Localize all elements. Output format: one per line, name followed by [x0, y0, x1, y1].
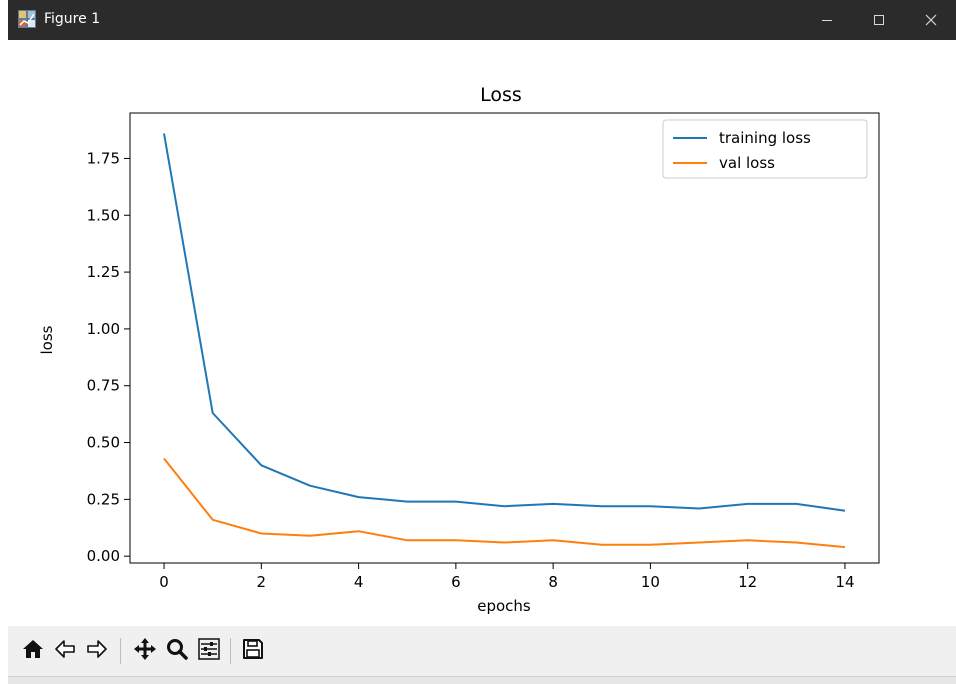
legend-label: val loss	[719, 154, 775, 172]
legend-box	[662, 119, 868, 179]
minimize-icon	[821, 14, 833, 26]
plot-lines	[163, 133, 846, 549]
forward-button[interactable]	[82, 635, 112, 667]
window-title: Figure 1	[44, 11, 101, 27]
home-icon	[21, 637, 45, 665]
x-tick-label: 12	[738, 573, 757, 591]
series-line-val-loss	[163, 457, 846, 549]
y-tick-label: 0.00	[87, 547, 120, 565]
legend-label: training loss	[719, 129, 811, 147]
pan-button[interactable]	[130, 635, 160, 667]
minimize-button[interactable]	[804, 0, 850, 40]
save-button[interactable]	[238, 635, 268, 667]
loss-chart: Loss 0.00 0.25 0.50 0.75 1.00 1.25 1.50 1.75 0 2…	[38, 84, 880, 615]
back-icon	[53, 637, 77, 665]
x-tick-label: 10	[641, 573, 660, 591]
y-tick-label: 0.75	[87, 377, 120, 395]
chart-title: Loss	[480, 84, 522, 106]
series-line-training-loss	[163, 133, 846, 512]
matplotlib-figure-icon	[18, 10, 36, 28]
title-bar[interactable]: Figure 1	[8, 0, 956, 40]
y-axis-label: loss	[38, 325, 56, 354]
configure-subplots-icon	[197, 637, 221, 665]
forward-icon	[85, 637, 109, 665]
y-axis: 0.00 0.25 0.50 0.75 1.00 1.25 1.50 1.75	[87, 149, 130, 565]
y-tick-label: 1.25	[87, 263, 120, 281]
y-tick-label: 1.50	[87, 206, 120, 224]
figure-window: Figure 1 Loss 0.00 0.25 0.50 0.75 1.00 1.25 1.…	[8, 0, 956, 684]
x-axis-label: epochs	[477, 597, 531, 615]
y-tick-label: 0.25	[87, 490, 120, 508]
x-tick-label: 8	[548, 573, 558, 591]
figure-canvas[interactable]: Loss 0.00 0.25 0.50 0.75 1.00 1.25 1.50 1.75 0 2…	[8, 40, 956, 626]
x-tick-label: 4	[354, 573, 364, 591]
x-tick-label: 14	[835, 573, 854, 591]
y-tick-label: 1.00	[87, 320, 120, 338]
maximize-icon	[873, 14, 885, 26]
maximize-button[interactable]	[856, 0, 902, 40]
back-button[interactable]	[50, 635, 80, 667]
home-button[interactable]	[18, 635, 48, 667]
zoom-button[interactable]	[162, 635, 192, 667]
legend: training loss val loss	[662, 119, 868, 179]
axes-frame	[129, 112, 880, 564]
x-tick-label: 0	[159, 573, 169, 591]
y-tick-label: 0.50	[87, 434, 120, 452]
close-icon	[925, 14, 937, 26]
background-window-strip	[8, 676, 956, 684]
save-icon	[241, 637, 265, 665]
pan-icon	[133, 637, 157, 665]
navigation-toolbar	[8, 626, 956, 676]
close-button[interactable]	[908, 0, 954, 40]
x-tick-label: 6	[451, 573, 461, 591]
x-axis: 0 2 4 6 8 10 12 14	[159, 563, 855, 591]
toolbar-separator	[120, 638, 121, 664]
toolbar-separator	[230, 638, 231, 664]
y-tick-label: 1.75	[87, 149, 120, 167]
x-tick-label: 2	[257, 573, 267, 591]
zoom-icon	[165, 637, 189, 665]
configure-subplots-button[interactable]	[194, 635, 224, 667]
